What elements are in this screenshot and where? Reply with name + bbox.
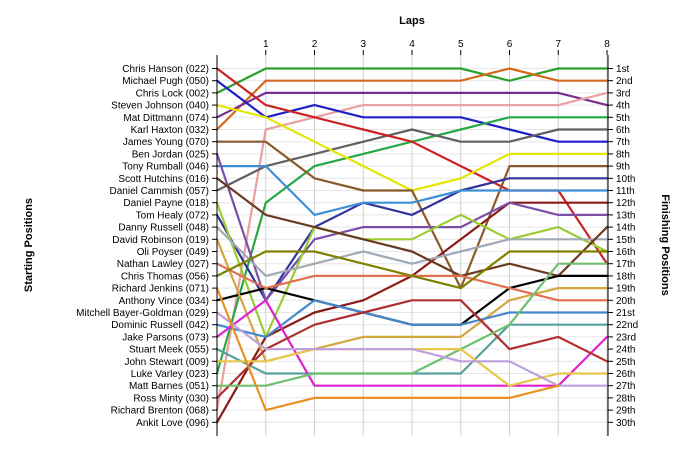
x-tick-label: 1 <box>263 39 269 50</box>
starting-position-label: Daniel Cammish (057) <box>110 186 209 197</box>
series-line-5 <box>215 79 609 143</box>
finishing-position-label: 15th <box>616 235 635 246</box>
series-line-1 <box>215 67 609 95</box>
starting-position-label: Matt Barnes (051) <box>129 381 209 392</box>
series-line-29 <box>215 287 560 412</box>
series-line-24 <box>215 299 609 399</box>
finishing-position-label: 12th <box>616 198 635 209</box>
starting-position-label: Richard Brenton (068) <box>111 406 209 417</box>
finishing-position-label: 7th <box>616 137 630 148</box>
starting-position-label: Danny Russell (048) <box>118 223 209 234</box>
finishing-position-label: 13th <box>616 210 635 221</box>
series-lines <box>215 67 609 424</box>
starting-position-label: Nathan Lawley (027) <box>117 259 209 270</box>
finishing-position-label: 6th <box>616 125 630 136</box>
series-line-14 <box>215 152 609 302</box>
starting-position-label: John Stewart (009) <box>125 357 210 368</box>
series-line-17 <box>215 177 609 277</box>
finishing-position-label: 22nd <box>616 320 638 331</box>
finishing-position-label: 26th <box>616 369 635 380</box>
x-tick-label: 8 <box>604 39 610 50</box>
right-axis-title: Finishing Positions <box>659 194 671 295</box>
series-line-16 <box>215 226 609 277</box>
series-line-23 <box>215 299 609 387</box>
x-ticks: 1 2 3 4 5 6 7 8 <box>263 39 610 55</box>
starting-position-label: Chris Hanson (022) <box>122 64 209 75</box>
finishing-position-label: 9th <box>616 162 630 173</box>
starting-position-label: Tony Rumball (046) <box>122 162 209 173</box>
starting-position-label: Chris Thomas (056) <box>121 271 209 282</box>
finishing-position-label: 8th <box>616 149 630 160</box>
finishing-position-label: 20th <box>616 296 635 307</box>
finishing-position-label: 10th <box>616 174 635 185</box>
series-line-25 <box>215 262 609 387</box>
grid <box>217 55 608 436</box>
finishing-position-label: 3rd <box>616 88 630 99</box>
series-line-27 <box>215 311 609 387</box>
series-line-28 <box>215 250 609 290</box>
finishing-position-label: 27th <box>616 381 635 392</box>
starting-position-label: Richard Jenkins (071) <box>112 284 209 295</box>
series-line-11 <box>215 177 609 302</box>
finishing-position-label: 23rd <box>616 332 636 343</box>
x-tick-label: 6 <box>507 39 513 50</box>
x-tick-label: 2 <box>312 39 318 50</box>
starting-position-label: Anthony Vince (034) <box>119 296 209 307</box>
x-tick-label: 4 <box>409 39 415 50</box>
finishing-position-label: 11th <box>616 186 635 197</box>
finishing-position-label: 30th <box>616 418 635 429</box>
left-axis-title: Starting Positions <box>23 198 35 292</box>
finishing-position-label: 14th <box>616 223 635 234</box>
finishing-position-label: 4th <box>616 101 630 112</box>
finishing-position-label: 21st <box>616 308 635 319</box>
starting-position-label: Karl Haxton (032) <box>131 125 209 136</box>
series-line-21 <box>215 299 609 338</box>
finishing-position-label: 16th <box>616 247 635 258</box>
starting-position-labels: Chris Hanson (022)Michael Pugh (050)Chri… <box>76 64 217 429</box>
starting-position-label: Scott Hutchins (016) <box>118 174 209 185</box>
starting-position-label: Ross Minty (030) <box>133 393 209 404</box>
starting-position-label: Steven Johnson (040) <box>111 101 209 112</box>
x-axis-title: Laps <box>399 15 425 27</box>
finishing-position-label: 25th <box>616 357 635 368</box>
series-line-2 <box>215 67 609 131</box>
finishing-position-label: 18th <box>616 271 635 282</box>
finishing-position-label: 17th <box>616 259 635 270</box>
starting-position-label: Ankit Love (096) <box>136 418 209 429</box>
series-line-10 <box>215 140 609 290</box>
starting-position-label: Chris Lock (002) <box>136 88 209 99</box>
finishing-position-label: 24th <box>616 345 635 356</box>
starting-position-label: Mitchell Bayer-Goldman (029) <box>76 308 209 319</box>
finishing-position-label: 19th <box>616 284 635 295</box>
series-line-7 <box>215 128 609 192</box>
series-line-12 <box>215 165 609 216</box>
starting-position-label: James Young (070) <box>123 137 209 148</box>
starting-position-label: Tom Healy (072) <box>136 210 209 221</box>
starting-position-label: Luke Varley (023) <box>131 369 209 380</box>
starting-position-label: Daniel Payne (018) <box>123 198 209 209</box>
starting-position-label: David Robinson (019) <box>112 235 209 246</box>
series-line-15 <box>215 201 609 338</box>
starting-position-label: Stuart Meek (055) <box>129 345 209 356</box>
axes <box>216 55 609 436</box>
starting-position-label: Dominic Russell (042) <box>111 320 209 331</box>
starting-position-label: Jake Parsons (073) <box>122 332 209 343</box>
finishing-position-label: 28th <box>616 393 635 404</box>
finishing-position-labels: 1st2nd3rd4th5th6th7th8th9th10th11th12th1… <box>608 64 638 429</box>
starting-position-label: Mat Dittmann (074) <box>123 113 209 124</box>
starting-position-label: Ben Jordan (025) <box>132 149 209 160</box>
starting-position-label: Oli Poyser (049) <box>137 247 209 258</box>
finishing-position-label: 5th <box>616 113 630 124</box>
x-tick-label: 3 <box>360 39 366 50</box>
x-tick-label: 5 <box>458 39 464 50</box>
series-line-3 <box>215 91 609 119</box>
starting-position-label: Michael Pugh (050) <box>122 76 209 87</box>
finishing-position-label: 29th <box>616 406 635 417</box>
x-tick-label: 7 <box>555 39 561 50</box>
finishing-position-label: 1st <box>616 64 630 75</box>
finishing-position-label: 2nd <box>616 76 633 87</box>
